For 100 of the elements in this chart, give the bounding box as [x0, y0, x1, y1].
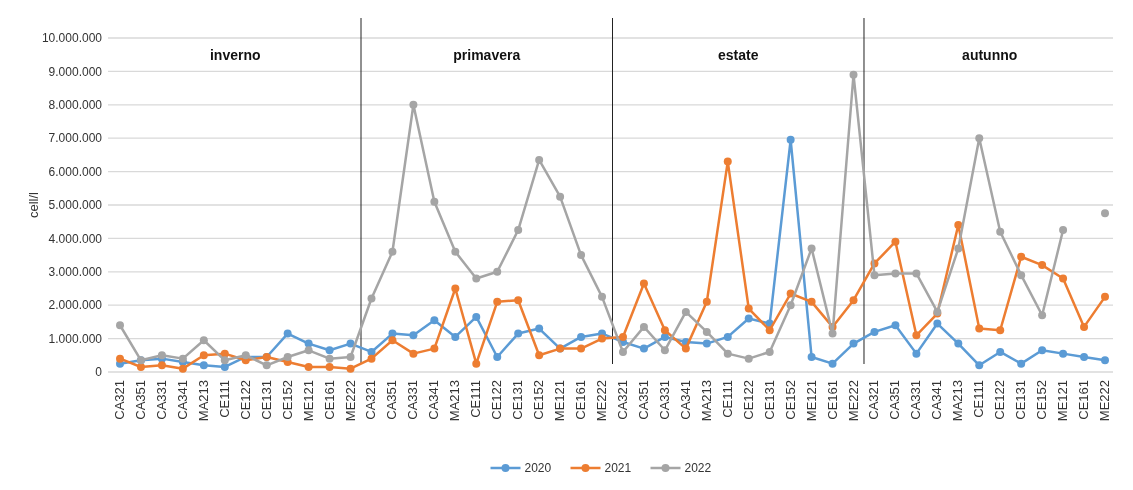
- x-tick-label: CA341: [174, 380, 190, 420]
- x-tick-label: CA351: [887, 380, 903, 420]
- x-tick-label: CE152: [279, 380, 295, 420]
- point: [744, 354, 753, 363]
- point: [870, 327, 879, 336]
- point: [577, 251, 586, 260]
- point: [660, 332, 669, 341]
- point: [849, 339, 858, 348]
- y-axis-title: cell/l: [26, 191, 41, 219]
- x-tick-label: CE131: [761, 380, 777, 420]
- point: [1017, 252, 1026, 261]
- x-tick-label: CA321: [112, 380, 127, 420]
- point: [807, 244, 816, 253]
- x-tick-label: CA321: [866, 380, 882, 420]
- point: [744, 304, 753, 313]
- point: [493, 297, 502, 306]
- point: [598, 334, 607, 343]
- point: [451, 332, 460, 341]
- x-tick-label: ME222: [342, 380, 358, 422]
- point: [1080, 352, 1089, 361]
- y-tick-label: 8.000.000: [48, 98, 103, 112]
- y-tick-label: 2.000.000: [48, 298, 103, 313]
- point: [702, 339, 711, 348]
- point: [493, 352, 502, 361]
- point: [325, 346, 334, 355]
- point: [535, 155, 544, 164]
- point: [304, 362, 313, 371]
- y-tick-label: 3.000.000: [48, 265, 103, 279]
- point: [367, 294, 376, 303]
- point: [954, 339, 963, 348]
- point: [283, 329, 292, 338]
- point: [493, 267, 502, 276]
- annotation: autunno: [962, 47, 1018, 63]
- x-tick-label: CE161: [573, 380, 589, 420]
- point: [702, 327, 711, 336]
- annotation: estate: [718, 47, 759, 63]
- point: [514, 226, 523, 235]
- point: [639, 344, 648, 353]
- point: [388, 336, 397, 345]
- x-tick-label: CA341: [426, 380, 442, 420]
- x-tick-label: CA321: [363, 380, 379, 420]
- x-tick-label: CE152: [1034, 380, 1050, 420]
- point: [535, 324, 544, 333]
- x-tick-label: ME222: [845, 380, 861, 422]
- point: [681, 307, 690, 316]
- point: [116, 354, 124, 363]
- point: [178, 354, 187, 363]
- point: [199, 351, 208, 360]
- point: [891, 321, 900, 330]
- point: [765, 347, 774, 356]
- point: [1059, 349, 1068, 358]
- point: [681, 344, 690, 353]
- y-tick-label: 7.000.000: [48, 131, 103, 146]
- point: [828, 329, 837, 338]
- x-tick-label: ME121: [1055, 380, 1071, 422]
- point: [723, 332, 732, 341]
- point: [430, 197, 439, 206]
- x-tick-label: CA341: [677, 380, 693, 420]
- x-tick-label: ME222: [594, 380, 610, 422]
- point: [702, 297, 711, 306]
- annotation: inverno: [209, 47, 261, 63]
- point: [451, 284, 460, 293]
- point: [1038, 261, 1047, 270]
- x-tick-label: CE161: [321, 380, 337, 420]
- point: [157, 361, 166, 370]
- point: [723, 157, 732, 166]
- x-tick-label: MA213: [195, 380, 211, 422]
- point: [430, 316, 439, 325]
- point: [744, 314, 753, 323]
- point: [639, 279, 648, 288]
- point: [1059, 226, 1068, 235]
- point: [975, 324, 984, 333]
- point: [996, 347, 1005, 356]
- point: [849, 70, 858, 79]
- point: [807, 297, 816, 306]
- legend-label: 2021: [604, 461, 632, 475]
- point: [891, 237, 900, 246]
- x-tick-label: CA331: [405, 380, 421, 420]
- point: [409, 349, 418, 358]
- x-tick-label: CA351: [384, 380, 400, 420]
- point: [765, 326, 774, 335]
- x-tick-label: CE131: [1013, 380, 1029, 420]
- point: [535, 351, 544, 360]
- point: [849, 296, 858, 305]
- x-tick-label: CE111: [719, 380, 735, 418]
- point: [912, 331, 921, 340]
- point: [996, 326, 1005, 335]
- point: [1038, 346, 1047, 355]
- x-tick-label: CA351: [635, 380, 651, 420]
- x-tick-label: CA331: [656, 380, 672, 420]
- annotation: primavera: [453, 47, 521, 63]
- point: [577, 332, 586, 341]
- point: [346, 352, 355, 361]
- point: [556, 192, 565, 201]
- y-tick-label: 9.000.000: [48, 64, 103, 79]
- point: [933, 319, 942, 328]
- x-tick-label: MA213: [698, 380, 714, 422]
- point: [346, 364, 355, 373]
- point: [367, 354, 376, 363]
- point: [723, 349, 732, 358]
